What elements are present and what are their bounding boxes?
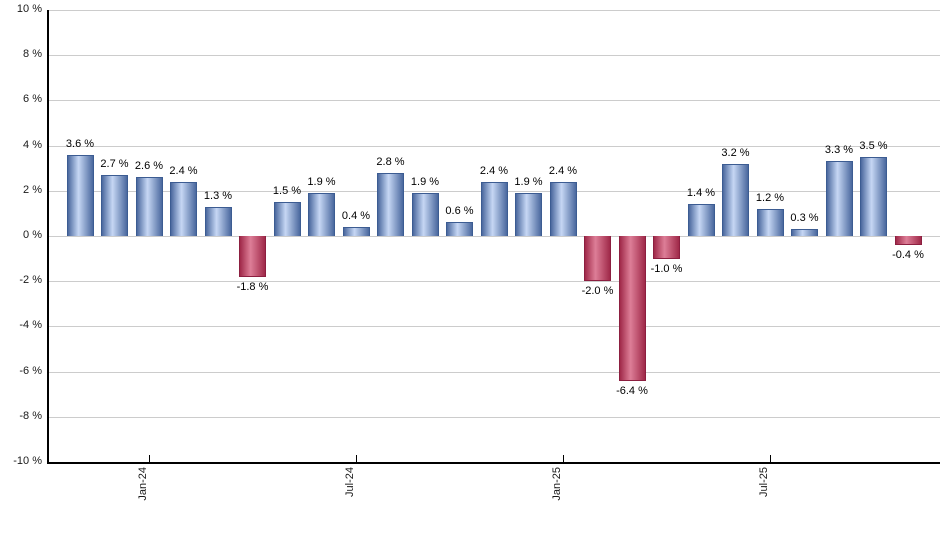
bar — [446, 222, 473, 236]
bar — [549, 181, 577, 236]
gridline — [48, 326, 940, 328]
bar — [618, 236, 646, 381]
bar — [101, 174, 128, 236]
bar — [66, 154, 94, 236]
y-axis-tick-label: -6 % — [19, 364, 42, 377]
bar — [653, 236, 680, 259]
bar — [135, 177, 163, 236]
bar-value-label: 1.9 % — [410, 176, 440, 189]
bar — [239, 236, 266, 277]
bar-value-label: 0.3 % — [790, 212, 819, 225]
y-axis-tick-label: 4 % — [23, 138, 42, 151]
bar — [204, 206, 232, 236]
gridline — [48, 236, 940, 237]
bar — [894, 236, 922, 246]
bar-value-label: -2.0 % — [581, 285, 614, 298]
bar-value-label: 1.9 % — [514, 176, 543, 189]
gridline — [48, 55, 940, 57]
y-axis-tick-label: 0 % — [23, 229, 42, 241]
bar-value-label: 1.3 % — [203, 189, 233, 202]
bar — [342, 226, 370, 236]
bar-value-label: 2.4 % — [169, 164, 198, 177]
bar — [722, 163, 749, 236]
y-axis-tick-label: 6 % — [23, 93, 42, 106]
bar — [825, 161, 853, 236]
bar-value-label: 1.9 % — [307, 176, 336, 189]
x-axis-tick-label: Jul-24 — [344, 467, 356, 497]
x-axis-tick-label: Jan-24 — [137, 467, 149, 501]
bar — [377, 172, 404, 236]
gridline — [48, 145, 940, 147]
bar — [308, 193, 335, 236]
y-axis-line — [47, 10, 49, 464]
bar — [515, 193, 542, 236]
bar-value-label: 1.4 % — [686, 187, 716, 200]
bar — [411, 193, 439, 236]
x-axis-tick — [563, 455, 564, 462]
bar — [860, 156, 887, 236]
bar-value-label: 1.2 % — [755, 191, 785, 204]
bar-value-label: -1.8 % — [236, 280, 269, 293]
bar-value-label: 3.6 % — [65, 137, 95, 150]
y-axis-tick-label: -2 % — [19, 274, 42, 287]
bar — [791, 229, 818, 236]
bar-value-label: 3.2 % — [721, 146, 750, 159]
gridline — [48, 416, 940, 418]
x-axis-tick-label: Jul-25 — [758, 467, 770, 497]
bar — [687, 204, 715, 236]
bar-value-label: -0.4 % — [892, 249, 924, 262]
y-axis-tick-label: -8 % — [19, 409, 42, 422]
gridline — [48, 100, 940, 102]
gridline — [48, 371, 940, 373]
bar-value-label: 3.3 % — [824, 144, 854, 157]
bar-value-label: 3.5 % — [859, 139, 888, 152]
gridline — [48, 10, 940, 11]
x-axis-tick-label: Jan-25 — [551, 467, 563, 501]
bar-value-label: 2.6 % — [134, 160, 164, 173]
bar-value-label: 0.4 % — [341, 209, 371, 222]
y-axis-tick-label: 2 % — [23, 183, 42, 196]
gridline — [48, 281, 940, 283]
bar-value-label: 2.7 % — [100, 157, 129, 170]
x-axis-line — [47, 462, 940, 464]
bar — [170, 181, 197, 236]
bar-value-label: 2.8 % — [376, 155, 405, 168]
y-axis-tick-label: -4 % — [19, 319, 42, 332]
bar-value-label: 2.4 % — [479, 164, 509, 177]
bar-value-label: -6.4 % — [616, 384, 648, 397]
x-axis-tick — [356, 455, 357, 462]
bar-value-label: 0.6 % — [445, 205, 474, 218]
bar — [584, 236, 611, 282]
bar-value-label: -1.0 % — [650, 262, 683, 275]
y-axis-tick-label: 8 % — [23, 48, 42, 61]
x-axis-tick — [149, 455, 150, 462]
y-axis-tick-label: -10 % — [13, 455, 42, 467]
bar — [480, 181, 508, 236]
bar-value-label: 2.4 % — [548, 164, 578, 177]
bar — [273, 202, 301, 236]
y-axis-tick-label: 10 % — [16, 3, 42, 15]
x-axis-tick — [770, 455, 771, 462]
bar-value-label: 1.5 % — [272, 185, 302, 198]
bar — [756, 208, 784, 236]
